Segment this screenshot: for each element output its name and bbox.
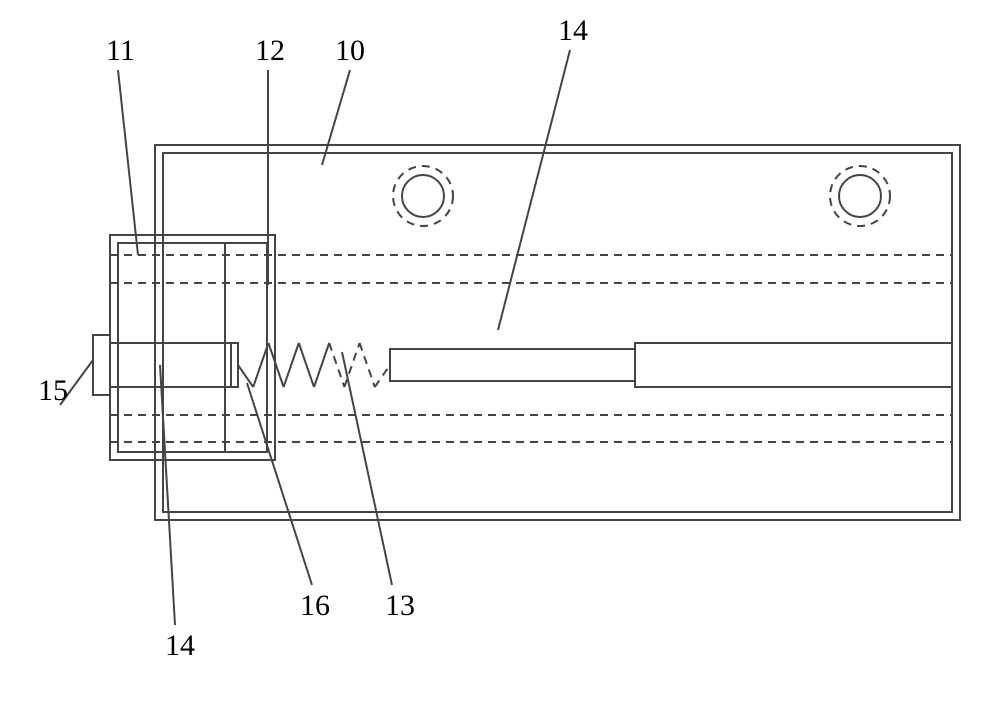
svg-text:12: 12: [255, 34, 285, 67]
svg-text:10: 10: [335, 34, 365, 67]
svg-text:11: 11: [106, 34, 135, 67]
technical-drawing: 11 12 10 14 15 14 16 13: [0, 0, 1000, 701]
svg-text:13: 13: [385, 589, 415, 622]
svg-text:14: 14: [165, 629, 195, 662]
svg-text:15: 15: [38, 374, 68, 407]
svg-text:16: 16: [300, 589, 330, 622]
svg-text:14: 14: [558, 14, 588, 47]
